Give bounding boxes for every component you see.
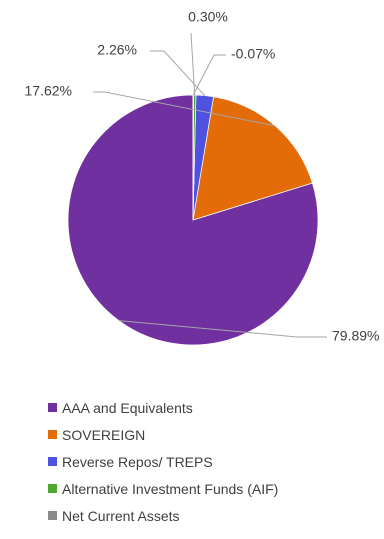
leader-line-reverse-repos bbox=[150, 50, 206, 96]
legend-swatch bbox=[48, 511, 57, 520]
legend-item-aaa: AAA and Equivalents bbox=[48, 394, 278, 421]
chart-legend: AAA and Equivalents SOVEREIGN Reverse Re… bbox=[48, 394, 278, 529]
data-label-reverse-repos: 2.26% bbox=[97, 42, 137, 58]
leader-line-sovereign bbox=[93, 91, 276, 127]
legend-label: SOVEREIGN bbox=[62, 426, 146, 443]
data-label-aif: 0.30% bbox=[188, 9, 228, 25]
legend-swatch bbox=[48, 430, 57, 439]
legend-label: Net Current Assets bbox=[62, 507, 180, 524]
leader-line-net-current-assets bbox=[192, 54, 226, 96]
legend-item-sovereign: SOVEREIGN bbox=[48, 421, 278, 448]
data-label-sovereign: 17.62% bbox=[25, 83, 72, 99]
legend-swatch bbox=[48, 484, 57, 493]
leader-line-aaa bbox=[118, 320, 327, 338]
legend-label: Reverse Repos/ TREPS bbox=[62, 453, 213, 470]
legend-item-aif: Alternative Investment Funds (AIF) bbox=[48, 475, 278, 502]
leader-line-aif bbox=[190, 32, 196, 96]
legend-swatch bbox=[48, 403, 57, 412]
data-label-net-current-assets: -0.07% bbox=[231, 46, 275, 62]
legend-swatch bbox=[48, 457, 57, 466]
data-label-aaa: 79.89% bbox=[332, 328, 379, 344]
legend-label: Alternative Investment Funds (AIF) bbox=[62, 480, 279, 497]
legend-item-net-current-assets: Net Current Assets bbox=[48, 502, 278, 529]
legend-label: AAA and Equivalents bbox=[62, 399, 193, 416]
legend-item-reverse-repos: Reverse Repos/ TREPS bbox=[48, 448, 278, 475]
pie-chart: 79.89% 17.62% 2.26% 0.30% -0.07% bbox=[25, 9, 379, 346]
